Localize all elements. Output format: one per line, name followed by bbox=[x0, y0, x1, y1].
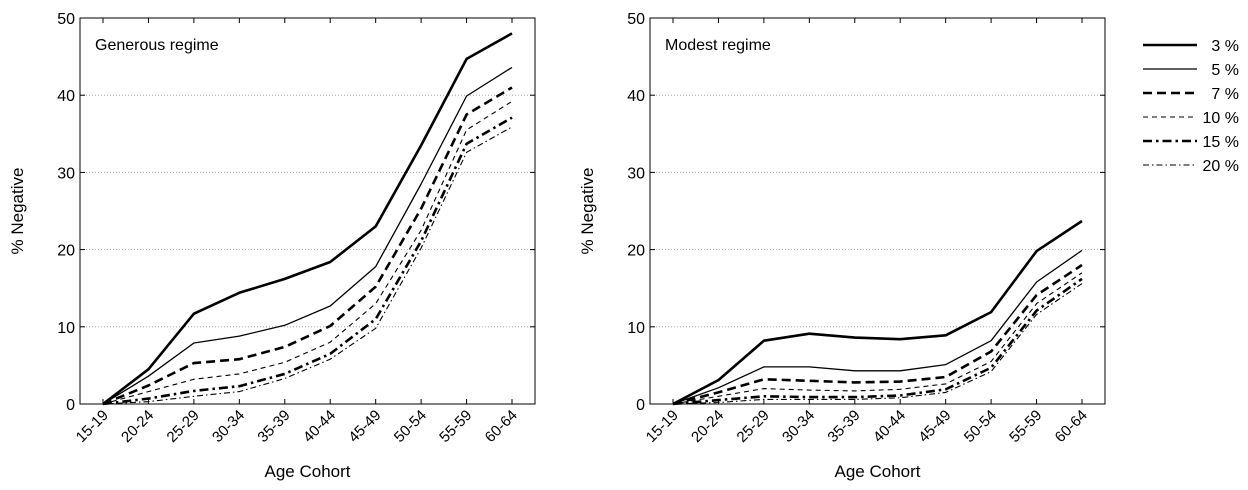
series-line-10pct bbox=[672, 272, 1083, 405]
y-axis-label: % Negative bbox=[8, 168, 27, 255]
x-tick-label: 35-39 bbox=[254, 407, 293, 446]
series-line-7pct bbox=[672, 263, 1083, 406]
x-tick-label: 25-29 bbox=[734, 407, 773, 446]
x-tick-label: 60-64 bbox=[1052, 407, 1091, 446]
y-tick-label: 50 bbox=[627, 11, 645, 28]
series-line-5pct bbox=[102, 66, 513, 405]
x-tick-label: 45-49 bbox=[345, 407, 384, 446]
y-tick-label: 20 bbox=[627, 243, 645, 260]
x-tick-label: 50-54 bbox=[391, 407, 430, 446]
panel-title: Modest regime bbox=[665, 37, 771, 54]
legend-label: 10 % bbox=[1203, 110, 1239, 127]
x-tick-label: 25-29 bbox=[164, 407, 203, 446]
x-tick-label: 60-64 bbox=[482, 407, 521, 446]
series-line-3pct bbox=[672, 219, 1083, 406]
legend-label: 5 % bbox=[1211, 62, 1239, 79]
series-line-10pct bbox=[102, 100, 513, 405]
series-line-3pct bbox=[102, 32, 513, 406]
series-line-15pct bbox=[102, 116, 513, 406]
x-tick-label: 15-19 bbox=[643, 407, 682, 446]
series-line-20pct bbox=[672, 283, 1083, 405]
chart-legend: 3 % 5 % 7 % 10 % 15 % 20 % bbox=[1143, 38, 1239, 175]
y-tick-label: 50 bbox=[57, 11, 75, 28]
y-tick-label: 10 bbox=[627, 320, 645, 337]
y-tick-label: 0 bbox=[66, 397, 75, 414]
y-tick-label: 0 bbox=[636, 397, 645, 414]
series-line-5pct bbox=[672, 249, 1083, 405]
y-axis-label: % Negative bbox=[578, 168, 597, 255]
y-tick-label: 30 bbox=[627, 165, 645, 182]
legend-label: 7 % bbox=[1211, 86, 1239, 103]
x-tick-label: 20-24 bbox=[118, 407, 157, 446]
series-line-15pct bbox=[672, 277, 1083, 406]
x-tick-label: 30-34 bbox=[209, 407, 248, 446]
plot-frame bbox=[79, 17, 536, 405]
legend-label: 20 % bbox=[1203, 158, 1239, 175]
x-axis-label: Age Cohort bbox=[835, 462, 921, 481]
series-line-7pct bbox=[102, 86, 513, 406]
x-tick-label: 40-44 bbox=[870, 407, 909, 446]
x-tick-label: 30-34 bbox=[779, 407, 818, 446]
y-tick-label: 30 bbox=[57, 165, 75, 182]
y-tick-label: 20 bbox=[57, 243, 75, 260]
series-line-20pct bbox=[102, 126, 513, 405]
x-axis-label: Age Cohort bbox=[265, 462, 351, 481]
y-tick-label: 40 bbox=[57, 88, 75, 105]
chart-panel-generous: 0 10 20 30 40 50 15-19 20-24 25-29 30-34 35-39 40-4… bbox=[8, 11, 536, 481]
x-tick-label: 50-54 bbox=[961, 407, 1000, 446]
x-tick-label: 55-59 bbox=[1006, 407, 1045, 446]
x-tick-label: 55-59 bbox=[436, 407, 475, 446]
x-tick-label: 40-44 bbox=[300, 407, 339, 446]
x-tick-label: 45-49 bbox=[915, 407, 954, 446]
chart-panel-modest: 0 10 20 30 40 50 15-19 20-24 25-29 30-34 35-39 40-4… bbox=[578, 11, 1106, 481]
y-tick-label: 40 bbox=[627, 88, 645, 105]
x-tick-label: 20-24 bbox=[688, 407, 727, 446]
panel-title: Generous regime bbox=[95, 37, 219, 54]
y-tick-label: 10 bbox=[57, 320, 75, 337]
x-tick-label: 15-19 bbox=[73, 407, 112, 446]
plot-frame bbox=[649, 17, 1106, 405]
x-tick-label: 35-39 bbox=[824, 407, 863, 446]
legend-label: 15 % bbox=[1203, 134, 1239, 151]
legend-label: 3 % bbox=[1211, 38, 1239, 55]
